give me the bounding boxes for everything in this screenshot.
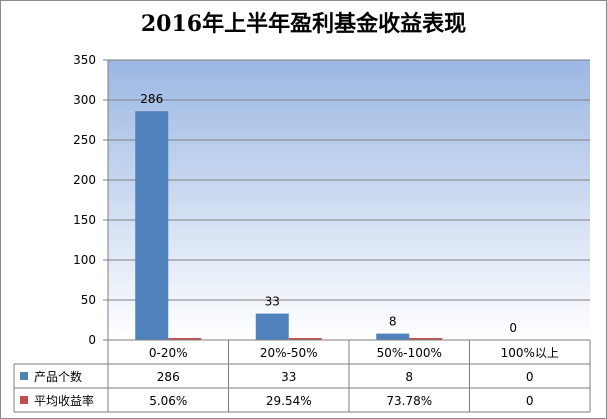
legend-label-1: 平均收益率 [34, 393, 94, 408]
data-label-count-1: 33 [265, 295, 280, 309]
bar-return-1 [288, 338, 322, 340]
y-axis-ticks: 0 50 100 150 200 250 300 350 [73, 53, 109, 347]
y-tick-label: 350 [73, 53, 96, 67]
y-tick-label: 100 [73, 253, 96, 267]
category-label-1: 20%-50% [260, 346, 318, 360]
y-tick-label: 250 [73, 133, 96, 147]
data-label-count-2: 8 [389, 315, 397, 329]
table-cell-0-1: 33 [281, 370, 296, 384]
legend-key-1 [20, 396, 28, 404]
legend-key-0 [20, 372, 28, 380]
chart-title: 2016年上半年盈利基金收益表现 [140, 11, 467, 37]
data-label-count-3: 0 [509, 321, 517, 335]
y-tick-label: 150 [73, 213, 96, 227]
y-tick-label: 300 [73, 93, 96, 107]
table-cell-1-1: 29.54% [266, 394, 312, 408]
bars [135, 111, 443, 340]
data-labels: 286 33 8 0 [140, 92, 517, 335]
y-tick-label: 50 [81, 293, 96, 307]
plot-area [108, 60, 590, 340]
table-cell-1-2: 73.78% [386, 394, 432, 408]
y-tick-label: 0 [88, 333, 96, 347]
bar-count-2 [376, 333, 410, 340]
bar-count-1 [255, 313, 289, 340]
category-label-0: 0-20% [149, 346, 188, 360]
table-cell-1-3: 0 [526, 394, 534, 408]
bar-return-2 [409, 338, 443, 340]
category-label-2: 50%-100% [377, 346, 442, 360]
bar-return-0 [168, 338, 202, 340]
legend-label-0: 产品个数 [34, 369, 82, 384]
table-cell-0-0: 286 [157, 370, 180, 384]
table-cell-1-0: 5.06% [149, 394, 187, 408]
table-cell-0-3: 0 [526, 370, 534, 384]
category-label-3: 100%以上 [501, 346, 559, 360]
data-label-count-0: 286 [140, 92, 163, 106]
y-tick-label: 200 [73, 173, 96, 187]
table-cell-0-2: 8 [405, 370, 413, 384]
gridlines [108, 59, 590, 341]
bar-count-0 [135, 111, 169, 340]
